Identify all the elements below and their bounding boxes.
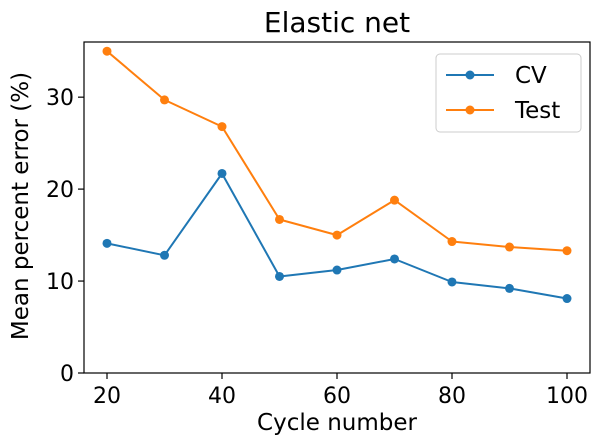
y-tick-label: 20 bbox=[46, 178, 74, 203]
series-layer bbox=[102, 46, 572, 304]
x-tick-label: 40 bbox=[208, 384, 236, 409]
data-point-cv bbox=[505, 283, 514, 293]
data-point-test bbox=[562, 246, 572, 256]
x-tick-label: 20 bbox=[93, 384, 121, 409]
y-tick-label: 10 bbox=[46, 270, 74, 295]
data-point-test bbox=[447, 237, 457, 247]
x-tick-label: 60 bbox=[323, 384, 351, 409]
chart-title: Elastic net bbox=[264, 6, 410, 39]
data-point-cv bbox=[275, 271, 284, 281]
data-point-test bbox=[160, 95, 169, 105]
data-point-test bbox=[390, 195, 399, 205]
legend-label-test: Test bbox=[514, 98, 560, 124]
data-point-test bbox=[275, 214, 284, 224]
data-point-cv bbox=[447, 277, 457, 287]
data-point-cv bbox=[562, 294, 572, 304]
x-tick-label: 80 bbox=[438, 384, 466, 409]
x-axis-title: Cycle number bbox=[257, 410, 417, 436]
legend-label-cv: CV bbox=[515, 63, 547, 89]
y-tick-label: 0 bbox=[60, 362, 74, 387]
legend-marker-test bbox=[465, 105, 475, 115]
x-axis-ticks: 20 40 60 80 100 bbox=[93, 373, 588, 409]
data-point-cv bbox=[332, 265, 342, 275]
data-point-cv bbox=[102, 238, 112, 248]
data-point-cv bbox=[217, 168, 227, 178]
legend: CV Test bbox=[435, 53, 582, 133]
data-point-cv bbox=[390, 254, 399, 264]
legend-marker-cv bbox=[465, 70, 475, 80]
data-point-test bbox=[102, 46, 112, 56]
data-point-test bbox=[505, 242, 514, 252]
data-point-cv bbox=[160, 250, 169, 260]
y-axis-title: Mean percent error (%) bbox=[8, 72, 34, 340]
data-point-test bbox=[217, 122, 227, 132]
x-tick-label: 100 bbox=[546, 384, 588, 409]
y-tick-label: 30 bbox=[46, 86, 74, 111]
data-point-test bbox=[332, 230, 342, 240]
y-axis-ticks: 0 10 20 30 bbox=[46, 86, 84, 387]
